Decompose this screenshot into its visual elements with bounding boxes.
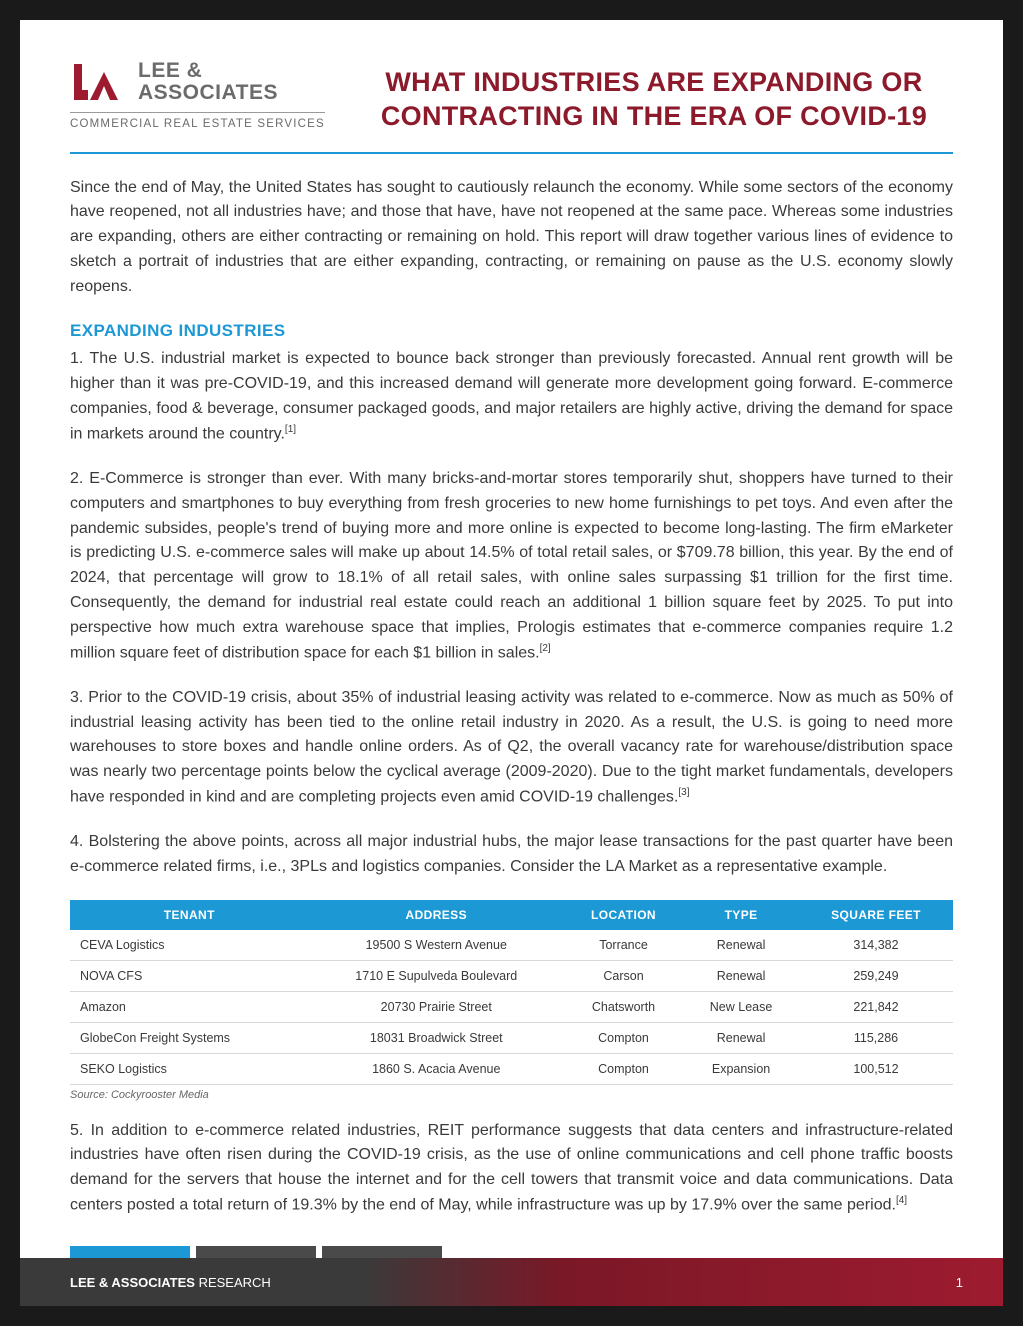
logo-line-2: ASSOCIATES (138, 82, 278, 104)
table-cell: New Lease (683, 991, 799, 1022)
table-row: GlobeCon Freight Systems18031 Broadwick … (70, 1022, 953, 1053)
table-cell: NOVA CFS (70, 960, 309, 991)
document-page: LEE & ASSOCIATES COMMERCIAL REAL ESTATE … (20, 20, 1003, 1306)
strip-bar-3 (322, 1246, 442, 1258)
p2-ref: [2] (540, 643, 551, 654)
p5-text: 5. In addition to e-commerce related ind… (70, 1122, 953, 1214)
p1-ref: [1] (285, 424, 296, 435)
th-sqft: SQUARE FEET (799, 900, 953, 930)
table-cell: 259,249 (799, 960, 953, 991)
p2-text: 2. E-Commerce is stronger than ever. Wit… (70, 470, 953, 661)
table-cell: Carson (564, 960, 683, 991)
table-cell: 100,512 (799, 1053, 953, 1084)
table-cell: 1860 S. Acacia Avenue (309, 1053, 564, 1084)
table-cell: CEVA Logistics (70, 930, 309, 961)
table-row: CEVA Logistics19500 S Western AvenueTorr… (70, 930, 953, 961)
table-cell: 115,286 (799, 1022, 953, 1053)
logo-subtitle: COMMERCIAL REAL ESTATE SERVICES (70, 112, 325, 130)
title-line-1: WHAT INDUSTRIES ARE EXPANDING OR (385, 67, 922, 97)
logo-text: LEE & ASSOCIATES (138, 60, 278, 104)
table-cell: Expansion (683, 1053, 799, 1084)
table-cell: 314,382 (799, 930, 953, 961)
paragraph-1: 1. The U.S. industrial market is expecte… (70, 347, 953, 447)
table-cell: 221,842 (799, 991, 953, 1022)
table-source: Source: Cockyrooster Media (70, 1089, 953, 1101)
table-cell: SEKO Logistics (70, 1053, 309, 1084)
logo-row: LEE & ASSOCIATES (70, 60, 325, 104)
paragraph-3: 3. Prior to the COVID-19 crisis, about 3… (70, 686, 953, 810)
intro-paragraph: Since the end of May, the United States … (70, 176, 953, 300)
table-row: NOVA CFS1710 E Supulveda BoulevardCarson… (70, 960, 953, 991)
p5-ref: [4] (896, 1195, 907, 1206)
table-cell: Torrance (564, 930, 683, 961)
table-cell: Renewal (683, 1022, 799, 1053)
th-tenant: TENANT (70, 900, 309, 930)
footer-brand-bold: LEE & ASSOCIATES (70, 1275, 195, 1290)
table-cell: 18031 Broadwick Street (309, 1022, 564, 1053)
footer-brand-light: RESEARCH (195, 1275, 271, 1290)
p3-text: 3. Prior to the COVID-19 crisis, about 3… (70, 689, 953, 806)
table-cell: 19500 S Western Avenue (309, 930, 564, 961)
footer-brand: LEE & ASSOCIATES RESEARCH (70, 1275, 271, 1290)
table-cell: Compton (564, 1053, 683, 1084)
paragraph-2: 2. E-Commerce is stronger than ever. Wit… (70, 467, 953, 666)
paragraph-4: 4. Bolstering the above points, across a… (70, 830, 953, 880)
section-heading: EXPANDING INDUSTRIES (70, 321, 953, 341)
table-cell: Chatsworth (564, 991, 683, 1022)
lease-table: TENANT ADDRESS LOCATION TYPE SQUARE FEET… (70, 900, 953, 1085)
p1-text: 1. The U.S. industrial market is expecte… (70, 350, 953, 442)
logo-line-1: LEE & (138, 60, 278, 82)
strip-bar-2 (196, 1246, 316, 1258)
title-line-2: CONTRACTING IN THE ERA OF COVID-19 (381, 101, 927, 131)
logo-block: LEE & ASSOCIATES COMMERCIAL REAL ESTATE … (70, 60, 325, 130)
p3-ref: [3] (678, 787, 689, 798)
table-cell: Renewal (683, 960, 799, 991)
footer-page-number: 1 (956, 1275, 963, 1290)
company-logo-icon (70, 60, 128, 104)
table-row: SEKO Logistics1860 S. Acacia AvenueCompt… (70, 1053, 953, 1084)
table-cell: Amazon (70, 991, 309, 1022)
th-address: ADDRESS (309, 900, 564, 930)
table-header: TENANT ADDRESS LOCATION TYPE SQUARE FEET (70, 900, 953, 930)
paragraph-5: 5. In addition to e-commerce related ind… (70, 1119, 953, 1219)
table-cell: 20730 Prairie Street (309, 991, 564, 1022)
table-body: CEVA Logistics19500 S Western AvenueTorr… (70, 930, 953, 1085)
header-rule (70, 152, 953, 154)
table-cell: 1710 E Supulveda Boulevard (309, 960, 564, 991)
page-footer: LEE & ASSOCIATES RESEARCH 1 (20, 1258, 1003, 1306)
content-area: LEE & ASSOCIATES COMMERCIAL REAL ESTATE … (20, 20, 1003, 1258)
footer-bar-strip (70, 1246, 442, 1258)
strip-bar-1 (70, 1246, 190, 1258)
table-row: Amazon20730 Prairie StreetChatsworthNew … (70, 991, 953, 1022)
page-header: LEE & ASSOCIATES COMMERCIAL REAL ESTATE … (70, 60, 953, 134)
th-location: LOCATION (564, 900, 683, 930)
page-title: WHAT INDUSTRIES ARE EXPANDING OR CONTRAC… (355, 60, 953, 134)
table-cell: GlobeCon Freight Systems (70, 1022, 309, 1053)
table-cell: Compton (564, 1022, 683, 1053)
table-cell: Renewal (683, 930, 799, 961)
th-type: TYPE (683, 900, 799, 930)
